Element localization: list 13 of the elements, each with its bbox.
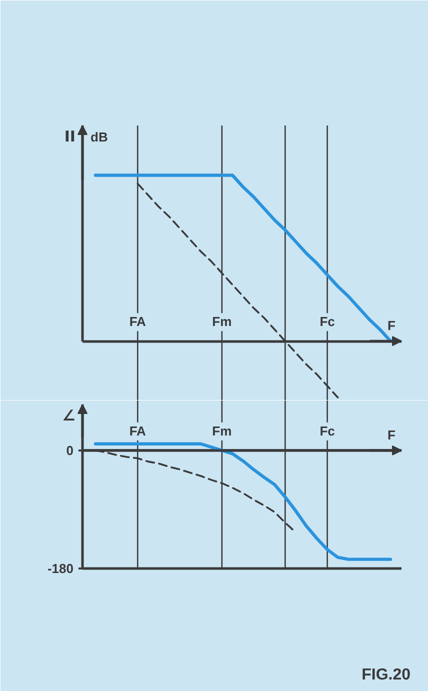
- x-tick-label: Fc: [320, 314, 335, 330]
- y-tick-label: 0: [66, 442, 74, 458]
- x-tick-label: Fm: [212, 423, 232, 438]
- x-axis-title: F: [388, 318, 396, 334]
- y-axis-title: ∠: [62, 406, 76, 424]
- y-axis-title: II dB: [64, 128, 108, 146]
- x-tick-label: Fc: [320, 423, 335, 438]
- x-tick-label: FA: [129, 423, 147, 438]
- x-axis-title: F: [388, 427, 396, 442]
- x-tick-label: Fm: [212, 314, 232, 330]
- x-tick-label: FA: [129, 314, 147, 330]
- y-tick-label: -180: [47, 561, 74, 576]
- caption: FIG.20: [362, 666, 411, 684]
